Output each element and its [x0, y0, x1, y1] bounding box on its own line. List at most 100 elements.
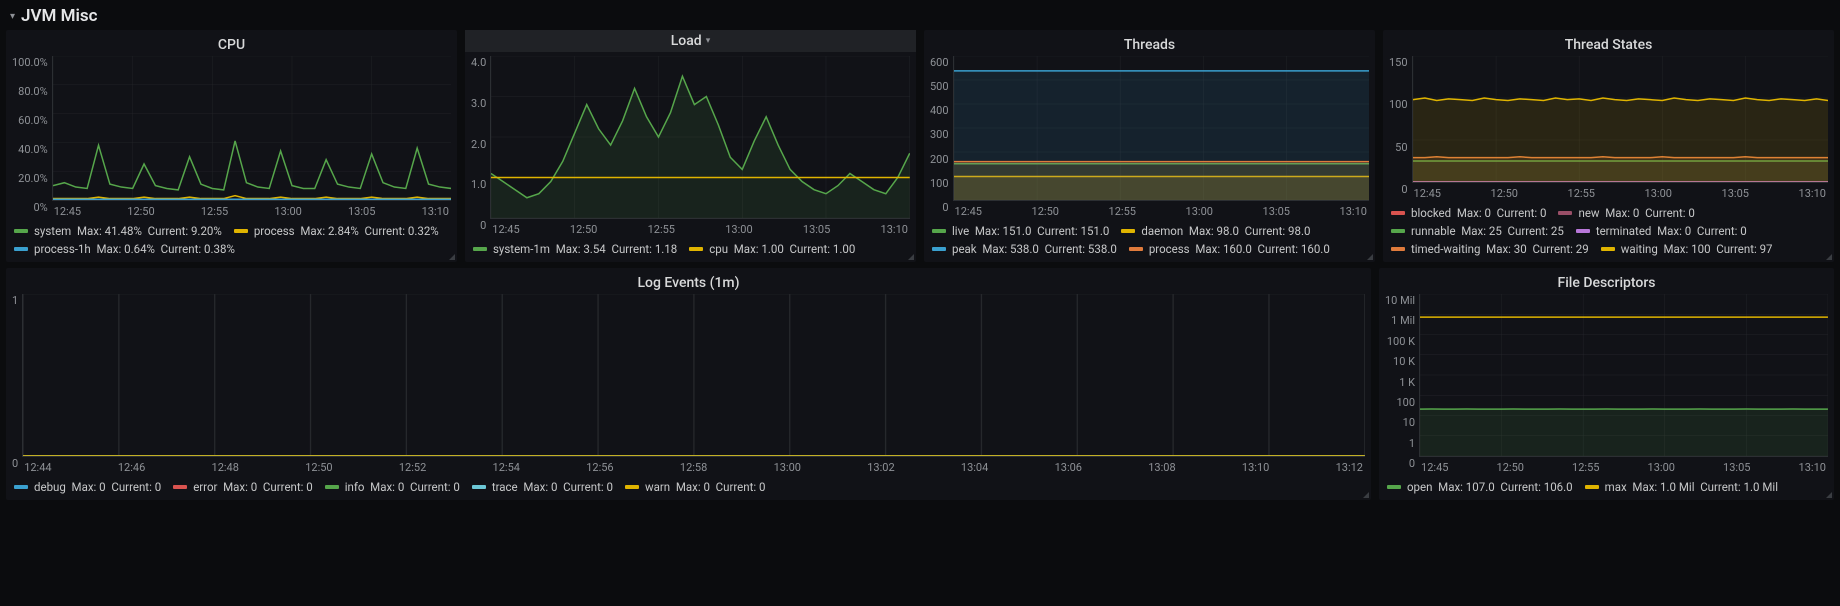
panel-file-descriptors[interactable]: File Descriptors10 Mil1 Mil100 K10 K1 K1…	[1379, 268, 1834, 500]
legend-item[interactable]: error Max: 0 Current: 0	[173, 480, 313, 494]
panel-title: Load	[671, 33, 702, 49]
legend-label: debug Max: 0 Current: 0	[34, 480, 161, 494]
chevron-down-icon: ▾	[10, 11, 15, 22]
x-axis: 12:4512:5012:5513:0013:0513:10	[1419, 457, 1828, 474]
resize-handle[interactable]	[447, 252, 455, 260]
plot-area[interactable]	[1412, 56, 1828, 183]
plot-area[interactable]	[490, 56, 910, 219]
legend-label: error Max: 0 Current: 0	[193, 480, 313, 494]
panel-load[interactable]: Load ▾ 4.03.02.01.0012:4512:5012:5513:0013…	[465, 30, 916, 262]
legend: debug Max: 0 Current: 0 error Max: 0 Curr…	[12, 474, 1365, 494]
resize-handle[interactable]	[1824, 490, 1832, 498]
panel-title-bar[interactable]: CPU	[12, 34, 451, 56]
y-axis: 150100500	[1389, 56, 1412, 200]
resize-handle[interactable]	[1361, 490, 1369, 498]
panel-body: 15010050012:4512:5012:5513:0013:0513:10	[1389, 56, 1828, 200]
legend-swatch	[1576, 229, 1590, 233]
y-axis: 6005004003002001000	[930, 56, 953, 218]
legend-item[interactable]: live Max: 151.0 Current: 151.0	[932, 224, 1109, 238]
panel-thread-states[interactable]: Thread States15010050012:4512:5012:5513:…	[1383, 30, 1834, 262]
legend-label: info Max: 0 Current: 0	[345, 480, 460, 494]
legend-item[interactable]: waiting Max: 100 Current: 97	[1601, 242, 1773, 256]
legend-swatch	[689, 247, 703, 251]
y-axis: 10	[12, 294, 22, 474]
panel-body: 1012:4412:4612:4812:5012:5212:5412:5612:…	[12, 294, 1365, 474]
legend-label: process Max: 2.84% Current: 0.32%	[254, 224, 439, 238]
panel-grid-row1: CPU100.0%80.0%60.0%40.0%20.0%0%12:4512:5…	[0, 30, 1840, 268]
legend-swatch	[932, 247, 946, 251]
legend-item[interactable]: new Max: 0 Current: 0	[1558, 206, 1694, 220]
legend-item[interactable]: info Max: 0 Current: 0	[325, 480, 460, 494]
legend-label: system Max: 41.48% Current: 9.20%	[34, 224, 222, 238]
panel-title-bar[interactable]: File Descriptors	[1385, 272, 1828, 294]
y-axis: 4.03.02.01.00	[471, 56, 490, 236]
panel-title: CPU	[218, 37, 245, 53]
panel-title-bar[interactable]: Thread States	[1389, 34, 1828, 56]
plot-area[interactable]	[953, 56, 1369, 201]
legend-swatch	[625, 485, 639, 489]
legend-item[interactable]: debug Max: 0 Current: 0	[14, 480, 161, 494]
panel-title-bar[interactable]: Load ▾	[465, 30, 916, 52]
resize-handle[interactable]	[906, 252, 914, 260]
legend-label: live Max: 151.0 Current: 151.0	[952, 224, 1109, 238]
plot-area[interactable]	[52, 56, 451, 201]
legend-item[interactable]: timed-waiting Max: 30 Current: 29	[1391, 242, 1589, 256]
legend-label: new Max: 0 Current: 0	[1578, 206, 1694, 220]
legend-label: process-1h Max: 0.64% Current: 0.38%	[34, 242, 235, 256]
plot-area[interactable]	[1419, 294, 1828, 457]
panel-threads[interactable]: Threads600500400300200100012:4512:5012:5…	[924, 30, 1375, 262]
legend-item[interactable]: terminated Max: 0 Current: 0	[1576, 224, 1747, 238]
panel-title-bar[interactable]: Threads	[930, 34, 1369, 56]
legend: live Max: 151.0 Current: 151.0 daemon Max…	[930, 218, 1369, 256]
x-axis: 12:4412:4612:4812:5012:5212:5412:5612:58…	[22, 457, 1365, 474]
legend-label: warn Max: 0 Current: 0	[645, 480, 765, 494]
legend-label: runnable Max: 25 Current: 25	[1411, 224, 1564, 238]
legend-label: waiting Max: 100 Current: 97	[1621, 242, 1773, 256]
legend-swatch	[1387, 485, 1401, 489]
legend-swatch	[1121, 229, 1135, 233]
legend-swatch	[14, 229, 28, 233]
panel-body: 4.03.02.01.0012:4512:5012:5513:0013:0513…	[471, 56, 910, 236]
legend-swatch	[1558, 211, 1572, 215]
legend-item[interactable]: cpu Max: 1.00 Current: 1.00	[689, 242, 855, 256]
legend-item[interactable]: warn Max: 0 Current: 0	[625, 480, 765, 494]
legend-item[interactable]: process Max: 160.0 Current: 160.0	[1129, 242, 1330, 256]
legend-item[interactable]: daemon Max: 98.0 Current: 98.0	[1121, 224, 1310, 238]
legend-item[interactable]: blocked Max: 0 Current: 0	[1391, 206, 1546, 220]
plot-area[interactable]	[22, 294, 1365, 457]
legend-swatch	[1391, 229, 1405, 233]
legend-item[interactable]: runnable Max: 25 Current: 25	[1391, 224, 1564, 238]
legend-swatch	[173, 485, 187, 489]
legend-swatch	[1601, 247, 1615, 251]
legend-swatch	[1585, 485, 1599, 489]
legend-label: max Max: 1.0 Mil Current: 1.0 Mil	[1605, 480, 1778, 494]
panel-title-bar[interactable]: Log Events (1m)	[12, 272, 1365, 294]
legend-item[interactable]: max Max: 1.0 Mil Current: 1.0 Mil	[1585, 480, 1778, 494]
x-axis: 12:4512:5012:5513:0013:0513:10	[1412, 183, 1828, 200]
legend-label: system-1m Max: 3.54 Current: 1.18	[493, 242, 677, 256]
resize-handle[interactable]	[1824, 252, 1832, 260]
legend-item[interactable]: process-1h Max: 0.64% Current: 0.38%	[14, 242, 235, 256]
legend-swatch	[14, 247, 28, 251]
legend-item[interactable]: trace Max: 0 Current: 0	[472, 480, 613, 494]
legend-label: daemon Max: 98.0 Current: 98.0	[1141, 224, 1310, 238]
y-axis: 10 Mil1 Mil100 K10 K1 K1001010	[1385, 294, 1419, 474]
panel-cpu[interactable]: CPU100.0%80.0%60.0%40.0%20.0%0%12:4512:5…	[6, 30, 457, 262]
legend-swatch	[473, 247, 487, 251]
legend-item[interactable]: process Max: 2.84% Current: 0.32%	[234, 224, 439, 238]
legend-swatch	[932, 229, 946, 233]
x-axis: 12:4512:5012:5513:0013:0513:10	[953, 201, 1369, 218]
x-axis: 12:4512:5012:5513:0013:0513:10	[52, 201, 451, 218]
legend-swatch	[1391, 247, 1405, 251]
legend-item[interactable]: system Max: 41.48% Current: 9.20%	[14, 224, 222, 238]
row-toggle[interactable]: ▾ JVM Misc	[0, 0, 1840, 30]
resize-handle[interactable]	[1365, 252, 1373, 260]
legend-item[interactable]: open Max: 107.0 Current: 106.0	[1387, 480, 1573, 494]
legend-label: blocked Max: 0 Current: 0	[1411, 206, 1546, 220]
legend-swatch	[325, 485, 339, 489]
legend: system Max: 41.48% Current: 9.20% process…	[12, 218, 451, 256]
legend-item[interactable]: system-1m Max: 3.54 Current: 1.18	[473, 242, 677, 256]
legend-item[interactable]: peak Max: 538.0 Current: 538.0	[932, 242, 1117, 256]
panel-log-events[interactable]: Log Events (1m)1012:4412:4612:4812:5012:…	[6, 268, 1371, 500]
caret-down-icon: ▾	[706, 36, 711, 46]
